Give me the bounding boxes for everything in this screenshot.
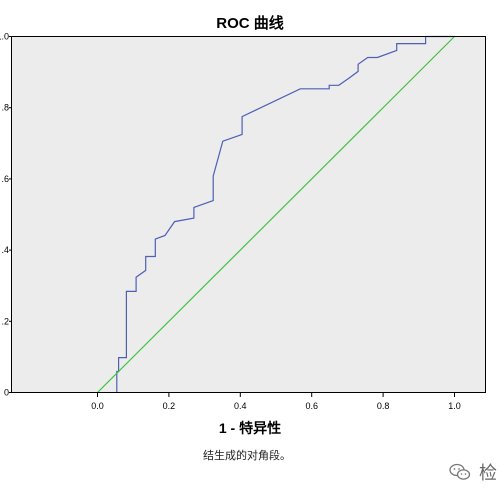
x-tick-label: 0.0 [91,401,104,411]
roc-curve-line [116,35,455,393]
chart-title: ROC 曲线 [216,15,284,32]
y-tick-label: .6 [1,174,9,184]
watermark: 检 [449,458,500,486]
y-tick-label: 0 [4,388,9,398]
x-tick-label: 0.2 [163,401,176,411]
x-axis-label: 1 - 特异性 [218,420,282,436]
y-tick-label: .2 [1,316,9,326]
x-tick-label: 1.0 [448,401,461,411]
y-tick-label: .4 [1,245,9,255]
caption-text: 结生成的对角段。 [203,449,291,462]
plot-area [11,36,486,393]
y-tick-label: .8 [1,103,9,113]
watermark-text: 检 [479,463,497,484]
x-tick-label: 0.8 [377,401,390,411]
x-tick-label: 0.4 [234,401,247,411]
y-tick-label: 1.0 [0,32,9,42]
wechat-icon [449,463,471,480]
plot-frame [11,36,486,393]
x-tick-label: 0.6 [305,401,318,411]
reference-diagonal-line [97,36,455,393]
